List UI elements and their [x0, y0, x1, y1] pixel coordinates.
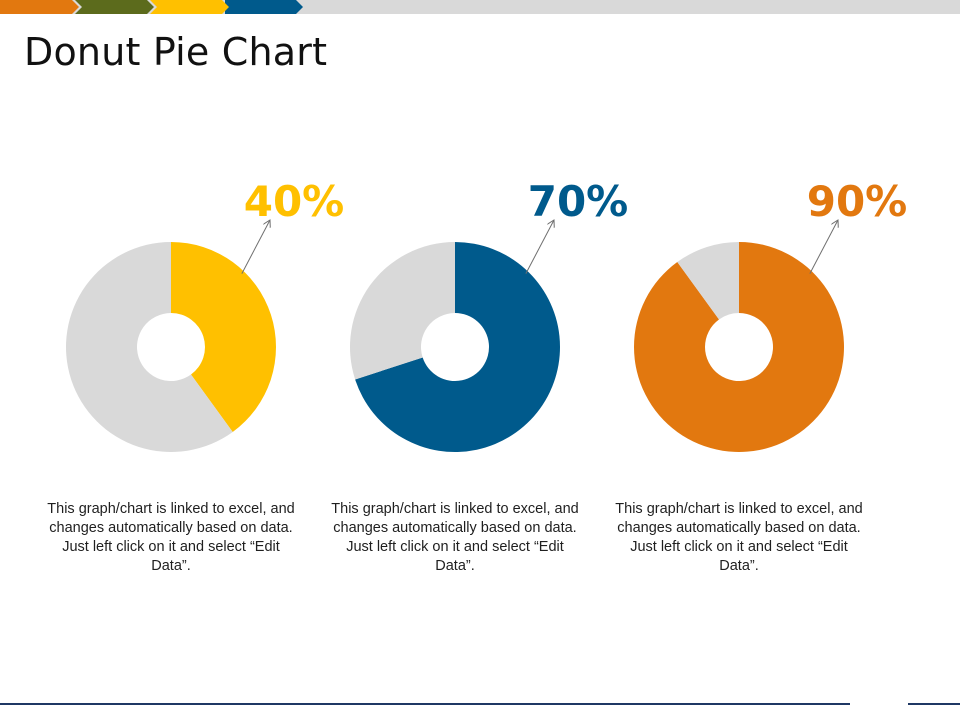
donut-1-slice-2 [66, 242, 233, 452]
donut-chart-2: 70% [349, 177, 629, 452]
donut-chart-1: 40% [66, 177, 344, 452]
band-chevron-blue [225, 0, 303, 14]
donut-1-percent-label: 40% [244, 177, 345, 226]
donut-2-percent-label: 70% [528, 177, 629, 226]
page-title: Donut Pie Chart [24, 30, 328, 74]
donut-3-percent-label: 90% [807, 177, 908, 226]
donut-3-slice-1 [634, 242, 845, 453]
donut-3-slice-2 [677, 242, 739, 320]
band-chevron-yellow [150, 0, 229, 14]
donut-chart-3: 90% [634, 177, 908, 453]
donut-1-slice-1 [171, 242, 277, 432]
bottom-rule-left [0, 703, 850, 705]
donut-3-leader-arrow [809, 220, 838, 274]
band-chevron-olive [75, 0, 154, 14]
chart-description-2: This graph/chart is linked to excel, and… [331, 501, 579, 574]
donut-2-slice-1 [355, 242, 560, 452]
chart-description-3: This graph/chart is linked to excel, and… [615, 501, 863, 574]
chart-description-1: This graph/chart is linked to excel, and… [47, 501, 295, 574]
top-decorative-band [0, 0, 960, 14]
donut-1-leader-arrow [241, 220, 270, 274]
bottom-rule-right [908, 703, 960, 705]
donut-2-slice-2 [349, 242, 455, 380]
band-chevron-orange [0, 0, 79, 14]
donut-2-leader-arrow [525, 220, 554, 274]
